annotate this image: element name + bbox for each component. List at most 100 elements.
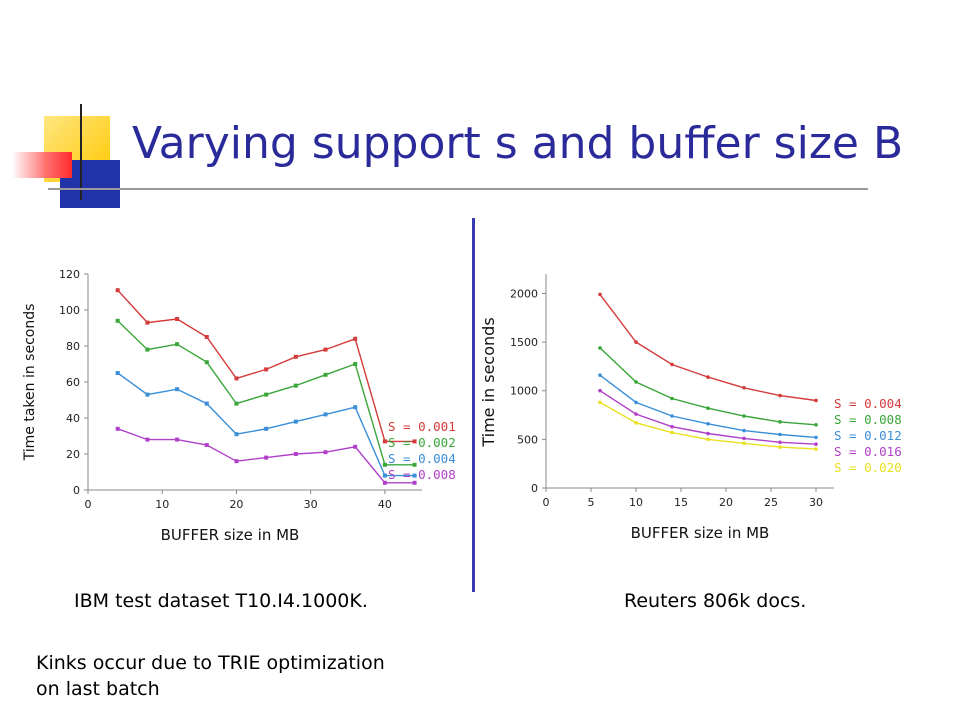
data-point [234,376,239,381]
data-point [264,367,269,372]
series-line [599,293,817,402]
data-point [742,428,746,433]
data-point [742,436,746,441]
slide-title: Varying support s and buffer size B [132,118,904,169]
data-point [175,387,180,392]
chart-divider [472,218,475,592]
data-point [778,393,782,398]
data-point [145,347,150,352]
data-point [323,412,328,417]
data-point [175,317,180,321]
data-point [412,439,417,444]
data-point [145,392,150,397]
data-point [293,419,298,424]
data-point [323,450,328,455]
x-tick-label: 15 [674,496,688,509]
data-point [670,424,674,429]
legend-label: S = 0.012 [834,428,902,443]
x-axis-label: BUFFER size in MB [631,524,770,542]
x-tick-label: 40 [378,498,392,511]
data-point [670,396,674,401]
y-tick-label: 2000 [510,287,538,300]
data-point [293,452,298,456]
legend-label: S = 0.008 [388,467,456,482]
data-point [204,443,209,447]
y-tick-label: 80 [66,340,80,353]
data-point [814,435,818,440]
data-point [634,340,638,344]
right-chart: 0 500 1000 1500 2000 0 5 10 15 20 25 30 BUFFER size … [479,274,902,542]
data-point [234,432,239,437]
data-point [598,388,602,393]
y-tick-label: 20 [66,448,80,461]
data-point [814,447,818,451]
data-point [412,473,417,478]
legend-label: S = 0.016 [834,444,902,459]
legend-label: S = 0.008 [834,412,902,427]
data-point [264,426,269,431]
data-point [598,292,602,297]
data-point [742,441,746,446]
data-point [814,398,818,403]
y-tick-label: 40 [66,412,80,425]
data-point [115,371,120,375]
y-tick-label: 0 [531,482,538,495]
x-tick-label: 0 [543,496,550,509]
data-point [264,455,269,460]
y-tick-label: 60 [66,376,80,389]
data-point [145,437,150,442]
right-chart-caption: Reuters 806k docs. [624,590,807,612]
legend-label: S = 0.002 [388,435,456,450]
data-point [293,383,298,388]
data-point [814,442,818,447]
title-underline [48,188,868,190]
x-axis-label: BUFFER size in MB [161,526,300,544]
data-point [293,354,298,359]
data-point [353,405,358,410]
footnote-line-1: Kinks occur due to TRIE optimization [36,652,385,674]
data-point [115,318,120,323]
data-point [264,392,269,397]
x-tick-label: 0 [85,498,92,511]
y-axis-label: Time taken in seconds [22,304,38,462]
data-point [145,320,150,325]
legend-label: S = 0.004 [834,396,902,411]
data-point [115,426,120,431]
data-point [115,288,120,293]
data-point [234,401,239,406]
data-point [778,420,782,424]
data-point [742,414,746,418]
x-tick-label: 30 [304,498,318,511]
y-tick-label: 500 [517,433,538,446]
y-tick-label: 0 [73,484,80,497]
series-line [599,347,817,426]
left-chart-caption: IBM test dataset T10.I4.1000K. [74,590,368,612]
decor-red-bar [12,152,72,178]
y-tick-label: 100 [59,304,80,317]
legend-label: S = 0.020 [834,460,902,475]
data-point [412,480,417,485]
y-axis-label: Time in seconds [479,317,498,447]
data-point [204,360,209,365]
legend-label: S = 0.001 [388,419,456,434]
data-point [670,430,674,435]
x-tick-label: 10 [155,498,169,511]
data-point [706,422,710,426]
x-tick-label: 30 [809,496,823,509]
data-point [778,440,782,445]
series-line [117,289,415,443]
data-point [706,437,710,442]
data-point [175,437,180,442]
data-point [412,462,417,467]
y-tick-label: 1500 [510,336,538,349]
data-point [234,459,239,464]
left-chart: 0 20 40 60 80 100 120 0 10 20 30 40 BUFFER size in M… [22,268,456,544]
data-point [204,335,209,339]
data-point [353,362,358,366]
data-point [598,346,602,350]
x-tick-label: 20 [719,496,733,509]
y-tick-label: 1000 [510,385,538,398]
data-point [323,372,328,377]
data-point [382,480,387,485]
data-point [598,400,602,405]
